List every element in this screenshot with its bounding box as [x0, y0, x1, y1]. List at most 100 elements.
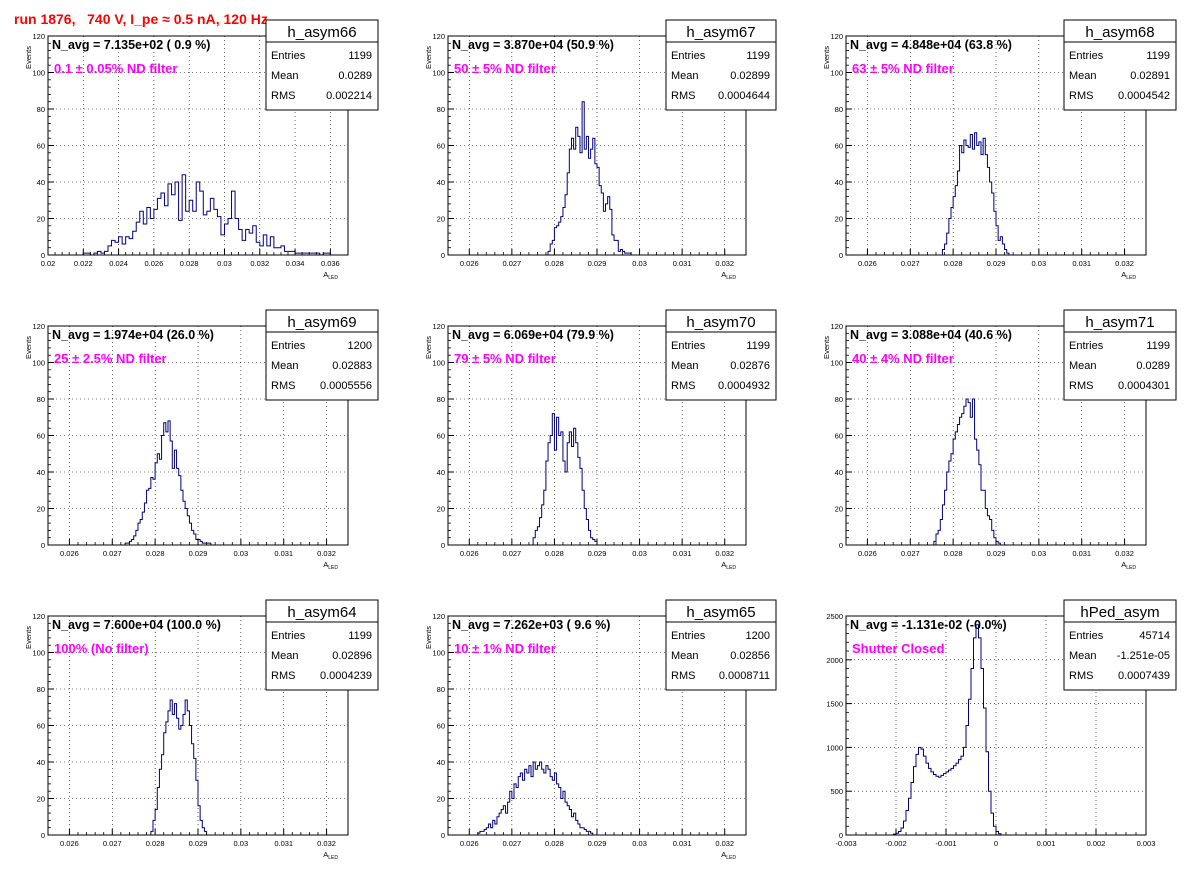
x-tick-label: 0.03 — [1032, 259, 1047, 268]
y-tick-label: 0 — [41, 251, 45, 260]
histogram-series — [933, 398, 1001, 545]
x-tick-label: 0.026 — [60, 549, 79, 558]
x-tick-label: 0.031 — [274, 839, 293, 848]
stats-value: 1199 — [1146, 340, 1170, 352]
x-tick-label: 0.028 — [545, 259, 564, 268]
y-tick-label: 100 — [32, 69, 45, 78]
x-tick-label: 0.027 — [901, 549, 920, 558]
y-tick-label: 2500 — [826, 612, 843, 621]
y-tick-label: 40 — [37, 758, 45, 767]
histogram-name: h_asym65 — [686, 604, 755, 621]
histogram-name: h_asym66 — [287, 24, 356, 41]
x-axis-title: ALED — [323, 560, 338, 571]
y-axis-title: Events — [424, 46, 433, 69]
x-tick-label: 0.032 — [317, 839, 336, 848]
y-tick-label: 500 — [830, 787, 843, 796]
stats-box — [1063, 309, 1177, 401]
stats-label: Mean — [671, 70, 699, 82]
y-tick-label: 80 — [437, 395, 445, 404]
stats-label: Mean — [671, 360, 699, 372]
y-tick-label: 20 — [37, 795, 45, 804]
y-tick-label: 1000 — [826, 743, 843, 752]
stats-label: Mean — [271, 360, 299, 372]
x-tick-label: 0.027 — [502, 549, 521, 558]
y-tick-label: 0 — [441, 831, 445, 840]
stats-label: Mean — [1069, 650, 1097, 662]
x-tick-label: 0.029 — [189, 839, 208, 848]
stats-label: Mean — [671, 650, 699, 662]
navg-label: N_avg = 3.870e+04 (50.9 %) — [452, 38, 614, 52]
filter-annotation: 0.1 ± 0.05% ND filter — [54, 61, 177, 76]
panel-h_asym70: 0.026 0.027 0.028 0.029 0.03 0.031 0.032 0 20 40 6… — [424, 309, 777, 571]
y-tick-label: 0 — [441, 251, 445, 260]
stats-value: 0.0004644 — [718, 90, 770, 102]
stats-value: 0.0004542 — [1118, 90, 1170, 102]
panel-h_asym65: 0.026 0.027 0.028 0.029 0.03 0.031 0.032 0 20 40 6… — [424, 599, 777, 861]
stats-label: Entries — [671, 630, 706, 642]
x-tick-label: 0.027 — [502, 839, 521, 848]
x-tick-label: 0.034 — [286, 259, 305, 268]
x-tick-label: 0.029 — [987, 549, 1006, 558]
x-tick-label: 0.003 — [1137, 839, 1156, 848]
stats-box — [265, 309, 379, 401]
stats-value: -1.251e-05 — [1117, 650, 1170, 662]
y-tick-label: 120 — [32, 322, 45, 331]
navg-label: N_avg = -1.131e-02 (-0.0%) — [850, 618, 1007, 632]
histogram-name: h_asym71 — [1085, 314, 1154, 331]
stats-value: 0.02876 — [730, 360, 770, 372]
x-axis-title: ALED — [1121, 270, 1136, 281]
stats-value: 0.0004301 — [1118, 380, 1170, 392]
histogram-series — [150, 699, 208, 835]
histogram-series — [532, 413, 598, 545]
x-tick-label: 0.031 — [673, 259, 692, 268]
stats-value: 1199 — [348, 630, 372, 642]
x-tick-label: 0.026 — [60, 839, 79, 848]
x-tick-label: 0.027 — [103, 549, 122, 558]
stats-box — [265, 599, 379, 691]
y-tick-label: 20 — [37, 215, 45, 224]
stats-label: RMS — [271, 380, 295, 392]
x-tick-label: 0.031 — [1072, 549, 1091, 558]
stats-value: 0.02883 — [332, 360, 372, 372]
x-tick-label: 0.032 — [715, 839, 734, 848]
y-axis-title: Events — [822, 336, 831, 359]
x-tick-label: 0.027 — [901, 259, 920, 268]
histogram-series — [547, 101, 632, 255]
x-tick-label: 0.029 — [588, 839, 607, 848]
y-tick-label: 40 — [835, 178, 843, 187]
x-tick-label: -0.001 — [935, 839, 956, 848]
filter-annotation: 79 ± 5% ND filter — [454, 351, 556, 366]
y-tick-label: 60 — [835, 432, 843, 441]
stats-value: 0.0004239 — [320, 670, 372, 682]
stats-value: 45714 — [1139, 630, 1170, 642]
x-tick-label: 0.028 — [944, 549, 963, 558]
stats-box — [665, 309, 777, 401]
histogram-name: hPed_asym — [1080, 604, 1159, 621]
y-tick-label: 100 — [830, 359, 843, 368]
filter-annotation: 100% (No filter) — [54, 641, 149, 656]
stats-box — [1063, 599, 1177, 691]
x-tick-label: 0.032 — [317, 549, 336, 558]
stats-label: RMS — [271, 90, 295, 102]
y-tick-label: 100 — [32, 649, 45, 658]
x-tick-label: 0.026 — [858, 259, 877, 268]
stats-label: RMS — [1069, 380, 1093, 392]
histogram-series — [477, 761, 594, 835]
navg-label: N_avg = 7.135e+02 ( 0.9 %) — [52, 38, 210, 52]
stats-value: 0.002214 — [326, 90, 372, 102]
y-axis-title: Events — [424, 626, 433, 649]
y-tick-label: 80 — [37, 685, 45, 694]
x-tick-label: 0.03 — [632, 839, 647, 848]
y-tick-label: 100 — [432, 649, 445, 658]
y-axis-title: Events — [424, 336, 433, 359]
x-axis-title: ALED — [721, 850, 736, 861]
x-tick-label: 0.031 — [1072, 259, 1091, 268]
stats-value: 0.02891 — [1130, 70, 1170, 82]
panel-h_asym66: 0.02 0.022 0.024 0.026 0.028 0.03 0.032 0.034 0.… — [24, 19, 379, 281]
x-tick-label: 0.03 — [217, 259, 232, 268]
stats-value: 0.0008711 — [719, 670, 770, 682]
y-tick-label: 40 — [437, 178, 445, 187]
stats-value: 0.02899 — [730, 70, 770, 82]
y-tick-label: 40 — [437, 758, 445, 767]
